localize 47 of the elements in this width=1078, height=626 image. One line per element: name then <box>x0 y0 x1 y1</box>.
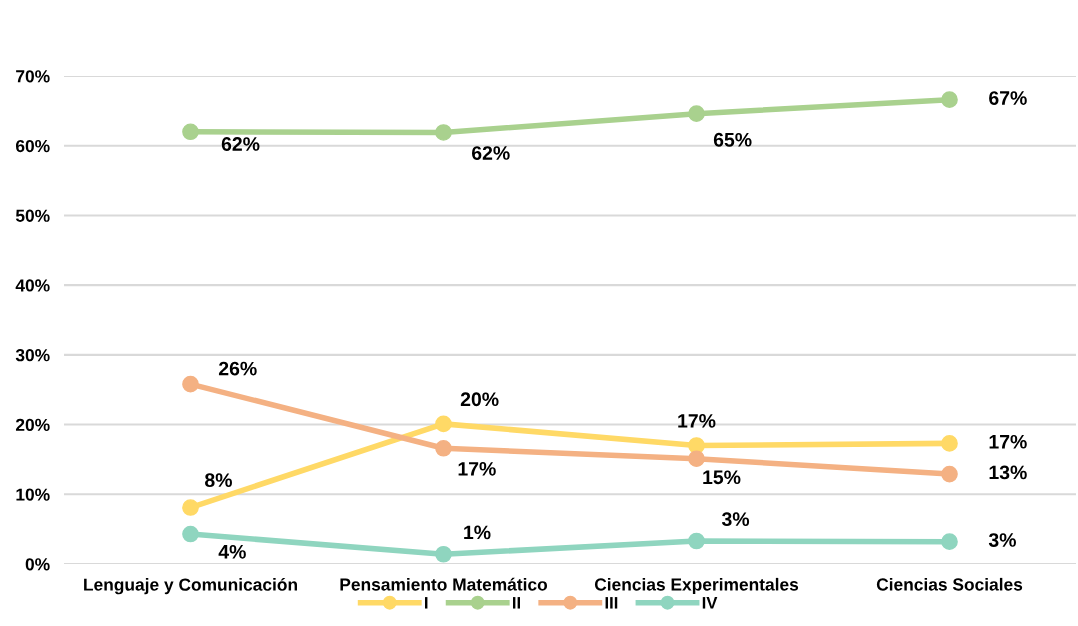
legend-label: III <box>605 597 618 609</box>
y-tick-label: 50% <box>15 209 50 222</box>
legend-label: IV <box>702 597 718 609</box>
point <box>435 545 452 563</box>
data-label: 26% <box>218 361 257 376</box>
legend-label: II <box>512 597 521 609</box>
data-label: 62% <box>221 137 260 151</box>
data-label: 15% <box>703 470 741 485</box>
data-label: 8% <box>205 473 232 488</box>
point <box>941 533 958 551</box>
point <box>941 435 958 452</box>
data-label: 1% <box>464 525 491 540</box>
point <box>182 525 199 543</box>
y-tick-label: 20% <box>15 418 50 432</box>
point <box>435 124 452 141</box>
y-tick-label: 70% <box>16 70 50 83</box>
point <box>941 91 958 109</box>
x-tick-label: Ciencias Experimentales <box>594 577 799 595</box>
data-label: 62% <box>471 146 510 160</box>
point <box>182 375 199 393</box>
point <box>688 532 705 550</box>
x-tick-label: Ciencias Sociales <box>876 577 1023 591</box>
data-label: 13% <box>989 465 1027 480</box>
point <box>435 439 452 457</box>
data-label: 3% <box>988 533 1016 547</box>
point <box>182 499 199 516</box>
data-label: 3% <box>721 512 750 527</box>
x-tick-label: Pensamiento Matemático <box>340 577 548 591</box>
y-tick-label: 10% <box>16 488 50 501</box>
data-label: 67% <box>989 91 1027 105</box>
data-label: 17% <box>989 434 1027 449</box>
point <box>688 105 705 122</box>
data-label: 65% <box>713 132 752 147</box>
point <box>182 123 199 141</box>
y-tick-label: 30% <box>15 349 50 362</box>
data-label: 17% <box>458 462 496 476</box>
data-label: 17% <box>678 414 716 428</box>
data-label: 20% <box>460 392 499 407</box>
y-tick-label: 0% <box>25 558 50 571</box>
y-tick-label: 40% <box>15 279 50 292</box>
point <box>435 415 452 433</box>
legend-label: I <box>425 597 428 609</box>
point <box>688 450 705 468</box>
y-tick-label: 60% <box>16 139 50 153</box>
point <box>941 465 958 483</box>
data-label: 4% <box>218 544 246 559</box>
x-tick-label: Lenguaje y Comunicación <box>84 577 297 595</box>
